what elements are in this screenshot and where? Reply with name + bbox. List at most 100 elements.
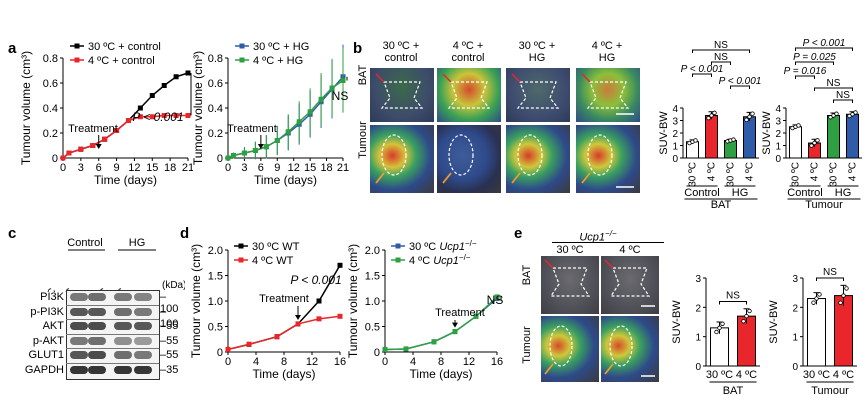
y-tick-label: 0.8: [43, 53, 58, 65]
genotype-sup: −/−: [605, 229, 617, 238]
y-tick-label: 3: [775, 117, 781, 128]
legend-marker: [238, 243, 244, 249]
legend-entry: 30 ºC + control: [88, 41, 161, 53]
data-point: [185, 70, 191, 76]
x-tick-label: 21: [182, 162, 193, 174]
x-tick-label: 4: [410, 356, 416, 368]
chart-d-right: 0 4 8 12 16 0 0.5 1.0 1.5 2.0 Time (days) Tumour vo…: [346, 239, 503, 382]
legend-entry: 30 ºC WT: [252, 241, 300, 253]
blot-band: [114, 322, 132, 330]
blot-divider: [66, 348, 159, 349]
sig-label: P = 0.025: [793, 52, 836, 63]
treatment-arrowhead: [95, 144, 102, 149]
image-column-title: 30 ºC + HG: [518, 40, 556, 64]
x-tick-label: 8: [281, 356, 287, 368]
blot-band: [114, 365, 132, 374]
tumour-pet-image: [576, 125, 640, 193]
image-column-title: 4 ºC: [619, 244, 641, 256]
tumour-pet-image: [506, 125, 570, 193]
legend-gene: Ucp1: [439, 241, 465, 253]
data-point: [747, 114, 752, 119]
sig-label: NS: [827, 78, 841, 89]
x-tick-label: 16: [334, 356, 346, 368]
data-point: [316, 298, 322, 304]
data-point: [90, 143, 96, 148]
data-point: [809, 143, 814, 148]
sig-label: P = 0.016: [784, 66, 827, 77]
legend-entry: 4 ºC WT: [252, 255, 294, 267]
data-point: [717, 325, 722, 331]
x-tick-label: 12: [463, 356, 475, 368]
y-tick-label: 1.0: [208, 296, 223, 308]
y-axis-label: Tumour volume (cm³): [346, 244, 360, 358]
x-tick-label: 4 ºC: [745, 162, 756, 181]
series-line: [227, 79, 344, 159]
sig-bracket: [795, 75, 815, 79]
roi-outline: [609, 267, 651, 297]
roi-arrow: [511, 73, 521, 83]
y-tick-label: 0.2: [208, 128, 223, 140]
panel-b-letter: b: [353, 40, 363, 57]
roi-arrow: [375, 73, 385, 83]
y-tick-label: 2: [792, 303, 798, 314]
ns-label: NS: [332, 89, 349, 103]
data-point: [252, 148, 258, 153]
roi-overlay: [544, 259, 591, 297]
blot-band: [134, 365, 152, 374]
legend-marker: [74, 43, 80, 49]
data-point: [149, 114, 155, 120]
genotype-gene: Ucp1: [579, 231, 606, 244]
blot-band: [70, 351, 88, 359]
y-axis-label: Tumour volume (cm³): [189, 244, 203, 358]
data-point: [714, 329, 719, 335]
roi-overlay: [604, 259, 655, 307]
roi-overlay: [544, 325, 573, 375]
data-point: [838, 300, 843, 305]
panel-c-letter: c: [8, 225, 17, 242]
roi-overlay: [581, 73, 634, 115]
sig-label: NS: [823, 267, 837, 278]
legend-marker: [395, 243, 401, 249]
legend-gene: Ucp1: [433, 255, 459, 267]
blot-band: [88, 365, 106, 374]
y-tick-label: 1.0: [365, 296, 380, 308]
y-tick-label: 2: [775, 129, 781, 140]
marker-label: –100: [160, 305, 179, 330]
legend-entry: 4 ºC + HG: [253, 55, 303, 67]
roi-arrow: [604, 259, 614, 269]
protein-label: p-PI3K: [30, 305, 64, 318]
group-label: HG: [732, 187, 749, 199]
blot-band: [88, 293, 106, 301]
sig-bracket: [814, 87, 853, 91]
chart-e-bat: 0 1 2 3 SUV-BW 30 ºC 4 ºC NS BAT: [671, 274, 760, 397]
sig-bracket: [711, 61, 731, 65]
legend-entry: 4 ºC + control: [88, 55, 155, 67]
panel-d-letter: d: [180, 225, 190, 242]
data-point: [329, 85, 335, 91]
group-label: Control: [787, 187, 822, 199]
sig-bracket: [692, 73, 712, 77]
panel-a-letter: a: [8, 40, 17, 57]
data-point: [137, 114, 143, 120]
roi-overlay: [375, 73, 424, 109]
x-tick-label: 30 ºC: [791, 162, 802, 187]
treatment-arrowhead: [295, 314, 301, 320]
bat-pet-image: [576, 68, 640, 122]
marker-label: –35: [160, 363, 179, 376]
treatment-label: Treatment: [227, 123, 277, 135]
y-tick-label: 0.8: [208, 53, 223, 65]
data-point: [230, 153, 236, 158]
data-point: [720, 321, 725, 326]
tumour-pet-image: [370, 125, 434, 193]
legend-entry: 4 ºC Ucp1−/−: [409, 253, 471, 268]
data-point: [337, 313, 343, 319]
sig-label: P < 0.001: [803, 38, 846, 49]
y-tick-label: 1: [695, 333, 701, 344]
bar: [827, 115, 840, 159]
x-tick-label: 8: [438, 356, 444, 368]
data-point: [814, 296, 819, 301]
blot-band: [70, 322, 88, 330]
y-tick-label: 0: [217, 153, 223, 165]
